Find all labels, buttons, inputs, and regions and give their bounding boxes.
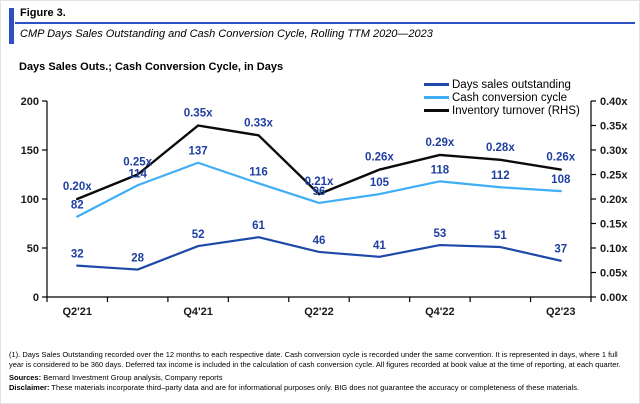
data-label: 52: [192, 229, 205, 241]
footnote-text: (1). Days Sales Outstanding recorded ove…: [9, 350, 621, 370]
right-axis-tick-label: 0.30x: [600, 145, 628, 157]
data-label: 0.25x: [123, 157, 152, 169]
series-line-2: [76, 124, 562, 201]
sources-line: Sources: Bernard Investment Group analys…: [9, 373, 634, 383]
sources-label: Sources:: [9, 372, 42, 382]
data-label: 0.26x: [365, 152, 394, 164]
disclaimer-line: Disclaimer: These materials incorporate …: [9, 383, 634, 393]
legend-label: Days sales outstanding: [452, 78, 571, 91]
data-label: 53: [433, 228, 446, 240]
right-axis-tick-label: 0.25x: [600, 170, 628, 182]
data-label: 0.21x: [305, 176, 334, 188]
legend-item-ccc: Cash conversion cycle: [424, 91, 580, 104]
series-line-0: [76, 236, 562, 271]
legend-label: Inventory turnover (RHS): [452, 104, 580, 117]
line-chart: 0 50 100 150 200 0.00x 0.05x 0.10x 0.15x 0.20x 0.2…: [21, 96, 629, 318]
legend-item-dso: Days sales outstanding: [424, 78, 580, 91]
right-axis-tick-label: 0.40x: [600, 96, 628, 108]
right-axis-tick-label: 0.10x: [600, 243, 628, 255]
sources-text: Bernard Investment Group analysis, Compa…: [43, 372, 223, 382]
chart-legend: Days sales outstanding Cash conversion c…: [424, 78, 580, 117]
data-label: 37: [554, 244, 567, 256]
left-axis-tick-label: 0: [33, 292, 39, 304]
footnotes: (1). Days Sales Outstanding recorded ove…: [9, 350, 634, 393]
left-axis-tick-label: 200: [21, 96, 39, 108]
data-label: 112: [491, 170, 510, 182]
x-axis-tick-label: Q4'21: [183, 306, 213, 318]
series-line-1: [76, 161, 562, 218]
right-axis-tick-label: 0.35x: [600, 121, 628, 133]
data-label: 105: [370, 177, 390, 189]
x-axis-tick-label: Q2'22: [304, 306, 334, 318]
x-axis-tick-label: Q2'21: [62, 306, 92, 318]
data-label: 0.26x: [546, 152, 575, 164]
data-label: 61: [252, 220, 265, 232]
accent-bar: [9, 8, 14, 44]
data-label: 116: [249, 166, 268, 178]
chart-axis-caption: Days Sales Outs.; Cash Conversion Cycle,…: [19, 61, 284, 73]
legend-label: Cash conversion cycle: [452, 91, 568, 104]
data-label: 0.33x: [244, 117, 273, 129]
figure-title: CMP Days Sales Outstanding and Cash Conv…: [20, 28, 433, 40]
data-label: 32: [71, 249, 84, 261]
data-label: 28: [131, 253, 144, 265]
data-label: 41: [373, 240, 386, 252]
data-label: 82: [71, 200, 84, 212]
ccc-line-swatch: [424, 96, 449, 99]
disclaimer-label: Disclaimer:: [9, 383, 50, 393]
right-axis-tick-label: 0.20x: [600, 194, 628, 206]
data-label: 114: [128, 168, 147, 180]
data-label: 96: [313, 186, 326, 198]
right-axis-tick-label: 0.15x: [600, 219, 628, 231]
data-label: 137: [189, 146, 208, 158]
data-label: 108: [551, 174, 571, 186]
left-axis-tick-label: 150: [21, 145, 39, 157]
right-axis-tick-label: 0.05x: [600, 268, 628, 280]
figure-label: Figure 3.: [20, 7, 66, 19]
data-label: 118: [431, 164, 450, 176]
left-axis-tick-label: 50: [27, 243, 39, 255]
data-label: 0.28x: [486, 142, 515, 154]
data-label: 0.35x: [184, 108, 213, 120]
x-axis-tick-label: Q2'23: [546, 306, 576, 318]
data-label: 0.20x: [63, 181, 92, 193]
data-label: 0.29x: [425, 137, 454, 149]
dso-line-swatch: [424, 83, 449, 86]
data-label: 46: [313, 235, 326, 247]
inventory-line-swatch: [424, 109, 449, 112]
x-axis-tick-label: Q4'22: [425, 306, 455, 318]
header-rule: [15, 22, 635, 24]
disclaimer-text: These materials incorporate third–party …: [51, 383, 580, 393]
left-axis-tick-label: 100: [21, 194, 39, 206]
right-axis-tick-label: 0.00x: [600, 292, 628, 304]
legend-item-inventory: Inventory turnover (RHS): [424, 104, 580, 117]
data-label: 51: [494, 230, 507, 242]
